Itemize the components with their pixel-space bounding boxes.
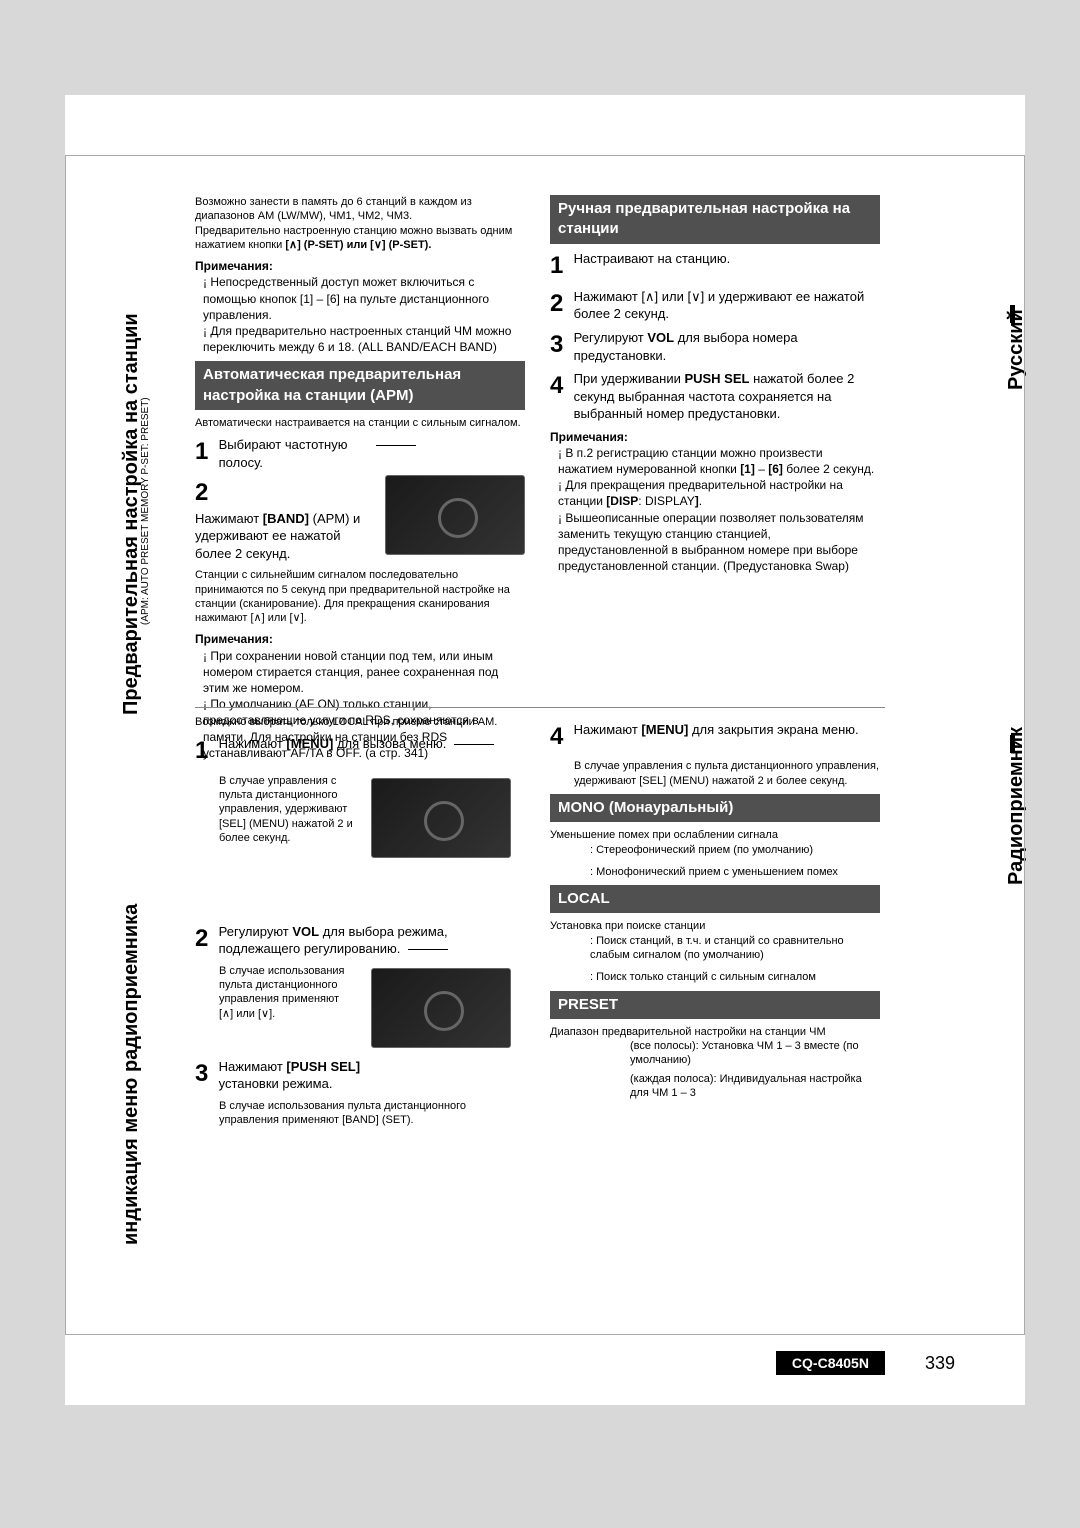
man-step-3: 3 Регулируют VOL для выбора номера преду… bbox=[550, 329, 880, 364]
step2-note: В случае использования пульта дистанцион… bbox=[195, 964, 355, 1052]
upper-block: Возможно занести в память до 6 станций в… bbox=[195, 195, 1025, 761]
apm-post-text: Станции с сильнейшим сигналом последоват… bbox=[195, 568, 525, 625]
lower-block: Возможно выбрать только LOCAL при приеме… bbox=[195, 715, 1025, 1127]
side-label-preset-sub: (APM: AUTO PRESET MEMORY P-SET: PRESET) bbox=[140, 397, 151, 625]
man-notes-list: В п.2 регистрацию станции можно произвес… bbox=[550, 445, 880, 575]
bottom-intro: Возможно выбрать только LOCAL при приеме… bbox=[195, 715, 525, 729]
col-apm: Возможно занести в память до 6 станций в… bbox=[195, 195, 525, 761]
mono-opt2: : Монофонический прием с уменьшением пом… bbox=[550, 865, 880, 879]
manual-header: Ручная предварительная настройка на стан… bbox=[550, 195, 880, 244]
local-opt1: : Поиск станций, в т.ч. и станций со сра… bbox=[550, 934, 880, 963]
intro-text-1: Возможно занести в память до 6 станций в… bbox=[195, 195, 525, 224]
apm-desc: Автоматически настраивается на станции с… bbox=[195, 416, 525, 430]
step3-note: В случае использования пульта дистанцион… bbox=[195, 1099, 525, 1128]
local-opt2: : Поиск только станций с сильным сигнало… bbox=[550, 970, 880, 984]
col-manual: Ручная предварительная настройка на стан… bbox=[550, 195, 880, 761]
man-notes-header: Примечания: bbox=[550, 429, 880, 445]
menu-step-3: 3 Нажимают [PUSH SEL] установки режима. bbox=[195, 1058, 525, 1093]
preset-desc: Диапазон предварительной настройки на ст… bbox=[550, 1025, 880, 1039]
notes-header-1: Примечания: bbox=[195, 258, 525, 274]
section-divider bbox=[195, 707, 885, 708]
mono-opt1: : Стереофонический прием (по умолчанию) bbox=[550, 843, 880, 857]
man-step-4: 4 При удерживании PUSH SEL нажатой более… bbox=[550, 370, 880, 423]
local-header: LOCAL bbox=[550, 885, 880, 913]
leader-line bbox=[376, 445, 416, 446]
device-image-2 bbox=[371, 778, 511, 858]
step4-note: В случае управления с пульта дистанционн… bbox=[550, 759, 880, 788]
local-desc: Установка при поиске станции bbox=[550, 919, 880, 933]
man-step-1: 1 Настраивают на станцию. bbox=[550, 250, 880, 282]
menu-step-1: 1 Нажимают [MENU] для вызова меню. bbox=[195, 735, 525, 767]
mono-header: MONO (Монауральный) bbox=[550, 794, 880, 822]
preset-opt2: (каждая полоса): Индивидуальная настройк… bbox=[550, 1072, 880, 1101]
apm-header: Автоматическая предварительная настройка… bbox=[195, 361, 525, 410]
menu-step-4: 4 Нажимают [MENU] для закрытия экрана ме… bbox=[550, 721, 880, 753]
apm-notes-header: Примечания: bbox=[195, 631, 525, 647]
page: Предварительная настройка на станции (AP… bbox=[65, 95, 1025, 1405]
page-number: 339 bbox=[925, 1353, 955, 1374]
footer: CQ-C8405N 339 bbox=[776, 1351, 955, 1375]
preset-header: PRESET bbox=[550, 991, 880, 1019]
side-label-menu: индикация меню радиоприемника bbox=[120, 904, 143, 1245]
apm-step-1: 1 Выбирают частотную полосу. bbox=[195, 436, 525, 471]
device-image-3 bbox=[371, 968, 511, 1048]
mono-desc: Уменьшение помех при ослаблении сигнала bbox=[550, 828, 880, 842]
step1-note: В случае управления с пульта дистанционн… bbox=[195, 774, 355, 862]
preset-opt1: (все полосы): Установка ЧМ 1 – 3 вместе … bbox=[550, 1039, 880, 1068]
man-step-2: 2 Нажимают [∧] или [∨] и удерживают ее н… bbox=[550, 288, 880, 323]
model-badge: CQ-C8405N bbox=[776, 1351, 885, 1375]
notes-list-1: Непосредственный доступ может включиться… bbox=[195, 274, 525, 355]
col-menu-right: 4 Нажимают [MENU] для закрытия экрана ме… bbox=[550, 715, 880, 1127]
device-image bbox=[385, 475, 525, 555]
intro-text-2: Предварительно настроенную станцию можно… bbox=[195, 224, 525, 253]
menu-step-2: 2 Регулируют VOL для выбора режима, подл… bbox=[195, 923, 525, 958]
col-menu-left: Возможно выбрать только LOCAL при приеме… bbox=[195, 715, 525, 1127]
